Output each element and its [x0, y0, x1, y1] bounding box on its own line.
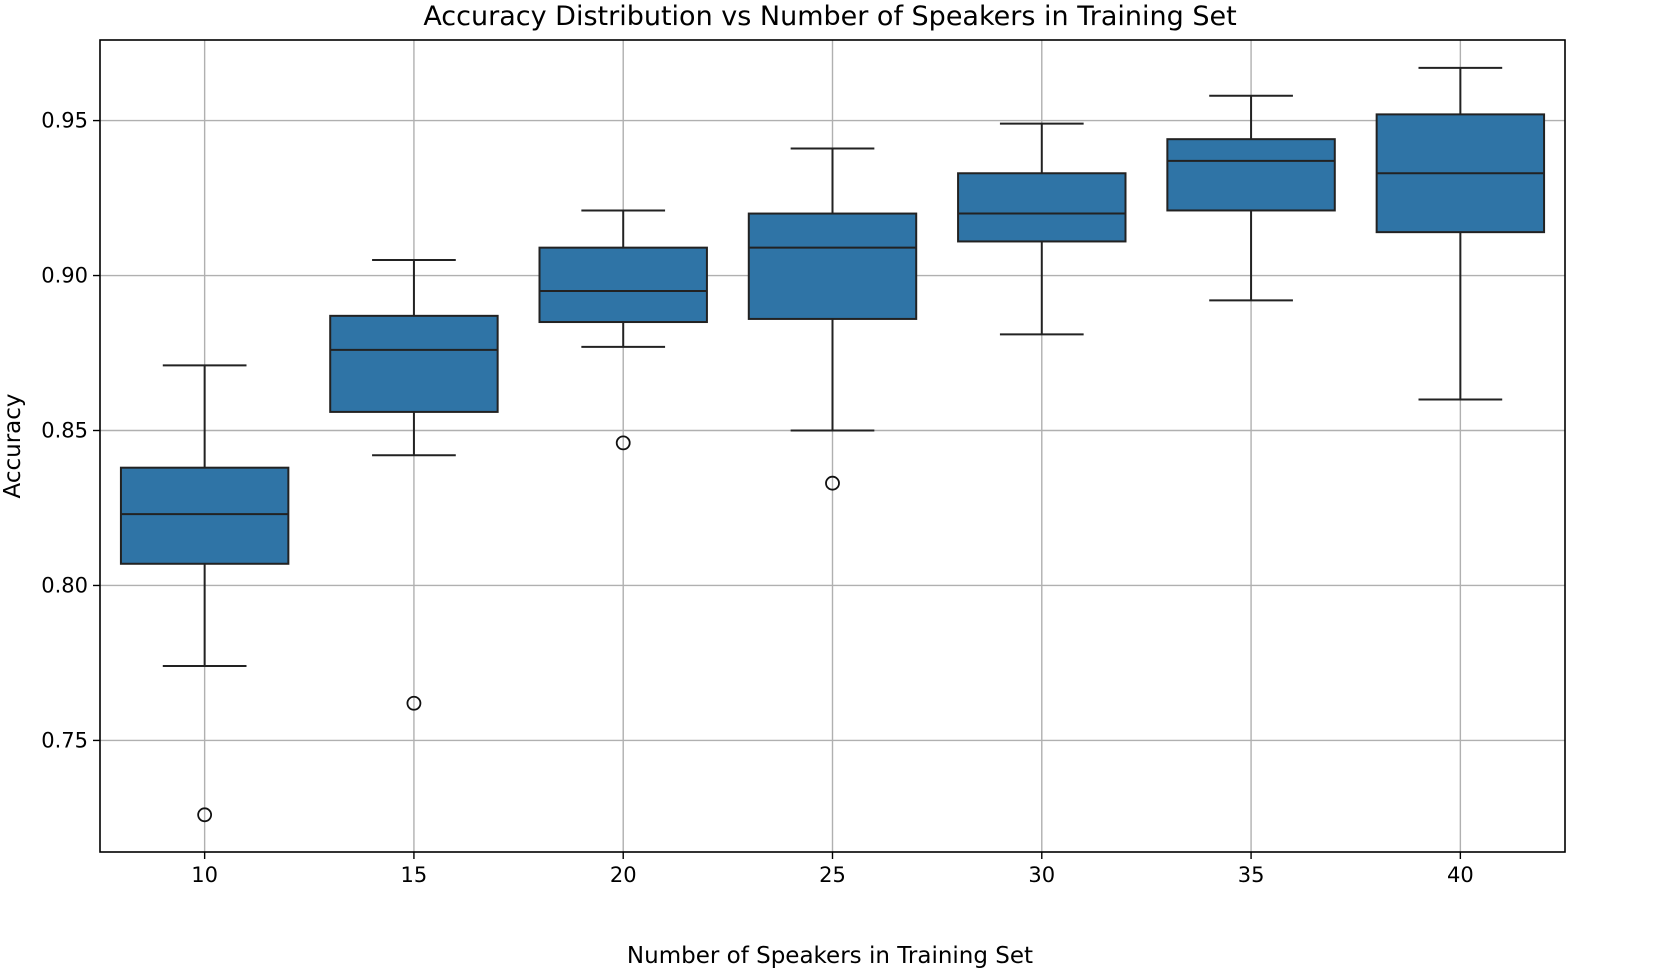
iqr-box [119, 466, 290, 565]
outlier-point [406, 695, 422, 711]
chart-title: Accuracy Distribution vs Number of Speak… [423, 1, 1236, 32]
x-tick-label: 20 [610, 863, 637, 887]
box-group-15 [329, 259, 499, 711]
x-tick-label: 25 [819, 863, 846, 887]
y-axis-label: Accuracy [0, 393, 26, 498]
x-tick-label: 30 [1028, 863, 1055, 887]
x-tick-label: 40 [1447, 863, 1474, 887]
x-tick-label: 15 [401, 863, 428, 887]
x-axis-label: Number of Speakers in Training Set [627, 943, 1033, 969]
box-layer [119, 66, 1546, 823]
y-tick-label: 0.85 [41, 419, 88, 443]
iqr-box [747, 212, 918, 320]
outlier-point [615, 435, 631, 451]
box-group-25 [747, 147, 918, 491]
outlier-point [825, 475, 840, 491]
iqr-box [957, 172, 1127, 243]
y-tick-label: 0.90 [41, 264, 88, 288]
iqr-box [1166, 138, 1336, 212]
box-group-20 [538, 209, 708, 451]
iqr-box [329, 314, 499, 413]
outlier-point [197, 807, 213, 823]
tick-layer: 0.75 0.80 0.85 0.90 0.95 10 15 20 25 30 35 40 [41, 109, 1473, 887]
box-group-10 [119, 364, 290, 823]
box-group-40 [1375, 66, 1546, 401]
y-tick-label: 0.80 [41, 573, 88, 597]
x-tick-label: 35 [1238, 863, 1265, 887]
box-group-35 [1166, 94, 1336, 302]
box-group-30 [957, 122, 1127, 336]
y-tick-label: 0.75 [41, 728, 88, 752]
x-tick-label: 10 [191, 863, 218, 887]
iqr-box [538, 246, 708, 324]
y-tick-label: 0.95 [41, 109, 88, 133]
